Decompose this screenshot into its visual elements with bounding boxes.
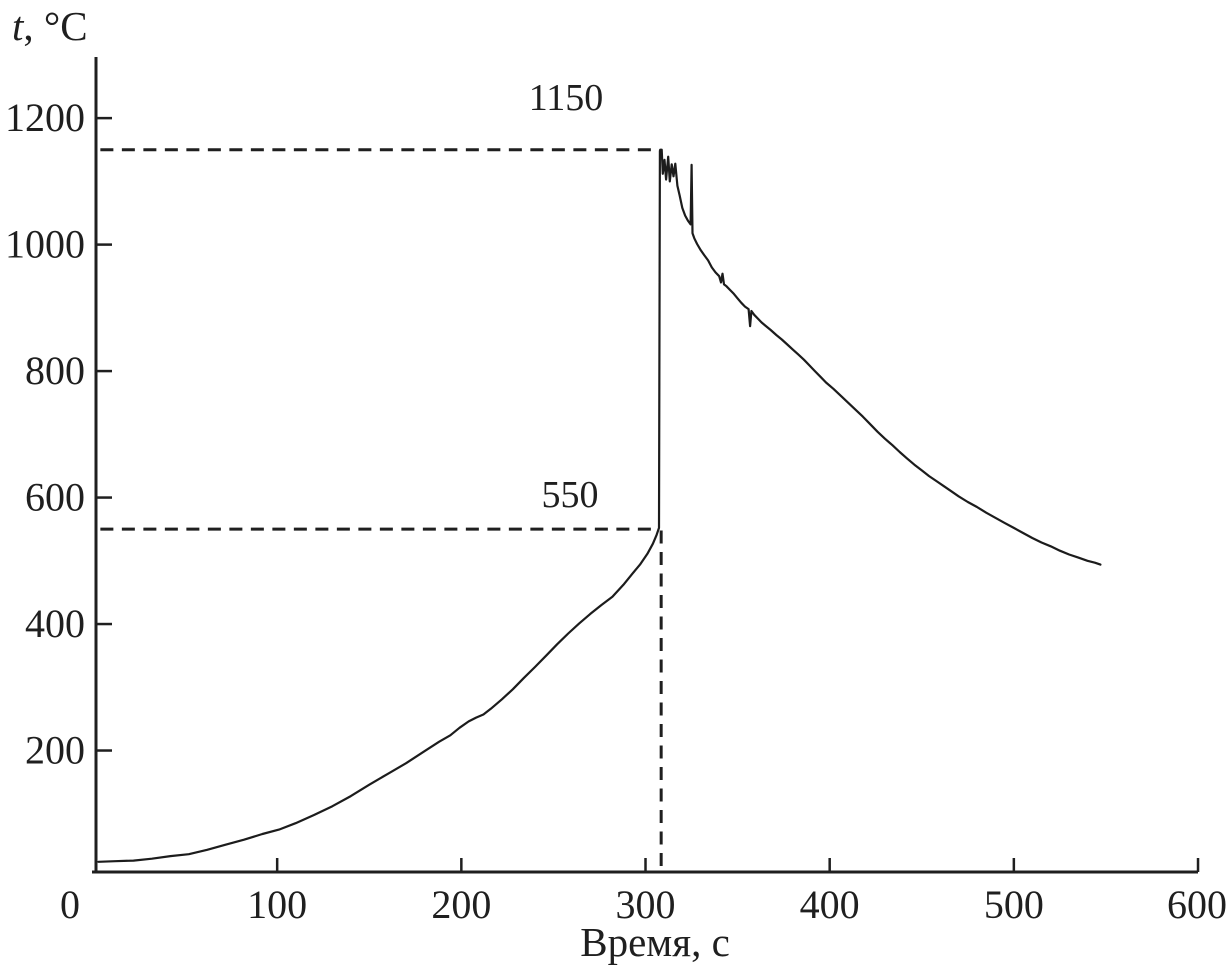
- y-tick-label-1000: 1000: [5, 222, 85, 267]
- x-tick-label-100: 100: [247, 882, 307, 927]
- y-tick-label-400: 400: [25, 601, 85, 646]
- x-tick-label-0: 0: [60, 882, 80, 927]
- x-tick-label-300: 300: [616, 882, 676, 927]
- y-tick-label-1200: 1200: [5, 95, 85, 140]
- annotation-1150: 1150: [529, 77, 604, 119]
- x-tick-label-600: 600: [1167, 882, 1227, 927]
- y-tick-label-600: 600: [25, 475, 85, 520]
- y-axis-title: t, °C: [12, 3, 88, 49]
- y-tick-label-800: 800: [25, 348, 85, 393]
- annotation-550: 550: [542, 474, 599, 516]
- x-axis-title: Время, с: [580, 919, 730, 965]
- y-axis-title-unit: , °C: [23, 3, 87, 49]
- y-tick-label-200: 200: [25, 728, 85, 773]
- x-tick-label-200: 200: [431, 882, 491, 927]
- x-tick-label-500: 500: [984, 882, 1044, 927]
- y-axis-title-variable: t: [12, 3, 25, 49]
- series-sample-temperature: [97, 148, 1102, 863]
- x-tick-label-400: 400: [800, 882, 860, 927]
